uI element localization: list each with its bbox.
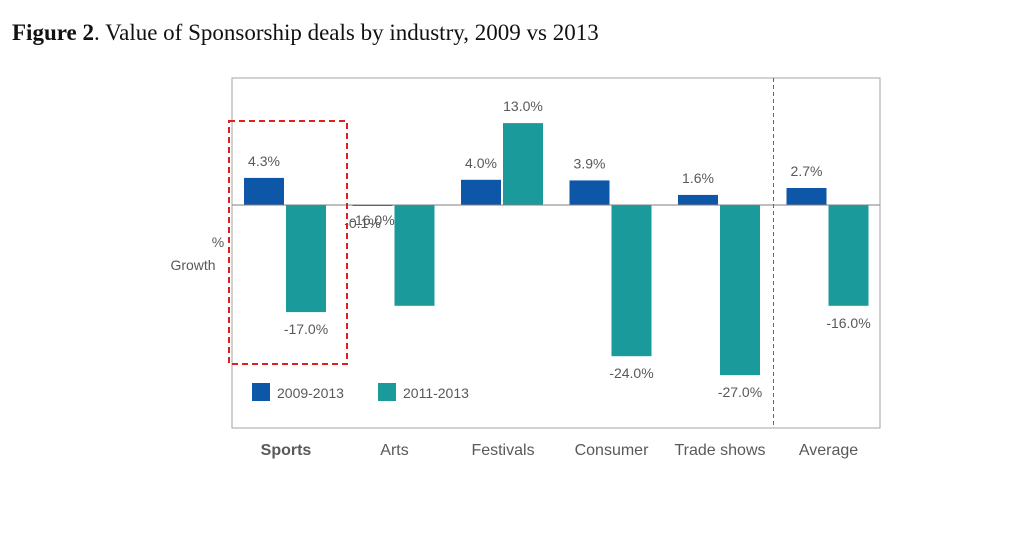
sports-highlight-box bbox=[228, 120, 348, 365]
figure-title-text: . Value of Sponsorship deals by industry… bbox=[93, 20, 599, 45]
data-label: 4.3% bbox=[248, 153, 280, 169]
bar-2011-2013-festivals bbox=[503, 123, 543, 205]
bar-2011-2013-average bbox=[828, 205, 869, 306]
legend-label-2009-2013: 2009-2013 bbox=[277, 385, 344, 401]
data-label: 1.6% bbox=[682, 170, 714, 186]
bar-2009-2013-trade-shows bbox=[678, 194, 718, 205]
data-label: -16.0% bbox=[826, 315, 870, 331]
category-label-average: Average bbox=[799, 442, 858, 459]
legend-swatch-2011-2013 bbox=[378, 383, 396, 401]
bar-2009-2013-average bbox=[786, 187, 827, 205]
category-label-sports: Sports bbox=[261, 442, 312, 459]
data-label: 2.7% bbox=[791, 163, 823, 179]
y-axis-label: % bbox=[212, 234, 224, 250]
category-label-festivals: Festivals bbox=[471, 442, 534, 459]
bar-2011-2013-consumer bbox=[611, 205, 652, 357]
figure-prefix: Figure 2 bbox=[12, 20, 94, 45]
bar-2011-2013-sports bbox=[286, 205, 326, 313]
legend-swatch-2009-2013 bbox=[252, 383, 270, 401]
data-label: -27.0% bbox=[718, 384, 762, 400]
category-label-consumer: Consumer bbox=[575, 442, 649, 459]
bar-2009-2013-festivals bbox=[461, 179, 501, 205]
data-label: -0.1% bbox=[344, 215, 381, 231]
bar-2011-2013-arts bbox=[394, 205, 435, 306]
figure-title: Figure 2. Value of Sponsorship deals by … bbox=[12, 20, 599, 46]
data-label: 13.0% bbox=[503, 98, 543, 114]
category-label-arts: Arts bbox=[380, 442, 408, 459]
data-label: 3.9% bbox=[574, 155, 606, 171]
plot-frame bbox=[231, 77, 881, 429]
bar-2011-2013-trade-shows bbox=[720, 205, 760, 376]
data-label: -17.0% bbox=[284, 321, 328, 337]
bar-2009-2013-consumer bbox=[569, 180, 610, 205]
y-axis-label: Growth bbox=[170, 257, 215, 273]
legend-label-2011-2013: 2011-2013 bbox=[403, 385, 469, 401]
category-label-trade-shows: Trade shows bbox=[675, 442, 766, 459]
data-label: -16.0% bbox=[350, 212, 394, 228]
data-label: -24.0% bbox=[609, 365, 653, 381]
data-label: 4.0% bbox=[465, 155, 497, 171]
bar-2009-2013-sports bbox=[244, 177, 284, 205]
